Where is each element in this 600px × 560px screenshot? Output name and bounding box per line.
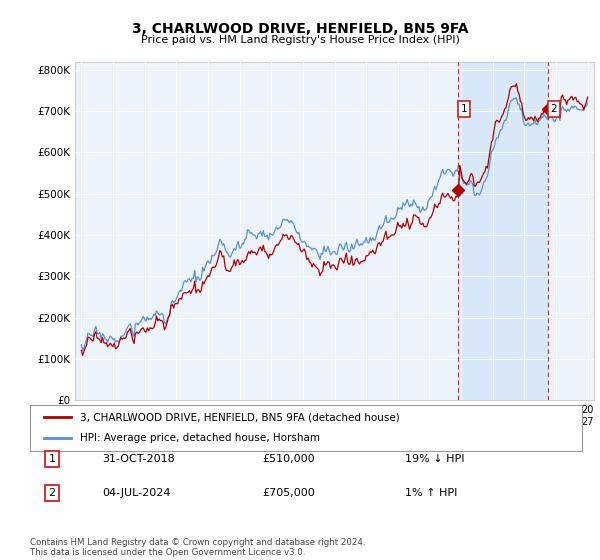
Text: 2: 2 (550, 104, 557, 114)
Text: 1: 1 (49, 454, 56, 464)
Text: 2: 2 (49, 488, 56, 498)
Text: HPI: Average price, detached house, Horsham: HPI: Average price, detached house, Hors… (80, 433, 320, 444)
Text: £705,000: £705,000 (262, 488, 314, 498)
Text: 31-OCT-2018: 31-OCT-2018 (102, 454, 175, 464)
Text: 1: 1 (461, 104, 467, 114)
Text: 1% ↑ HPI: 1% ↑ HPI (406, 488, 458, 498)
Bar (458, 62, 548, 400)
Text: £510,000: £510,000 (262, 454, 314, 464)
Text: 04-JUL-2024: 04-JUL-2024 (102, 488, 170, 498)
Text: Price paid vs. HM Land Registry's House Price Index (HPI): Price paid vs. HM Land Registry's House … (140, 35, 460, 45)
Text: 19% ↓ HPI: 19% ↓ HPI (406, 454, 465, 464)
Text: Contains HM Land Registry data © Crown copyright and database right 2024.
This d: Contains HM Land Registry data © Crown c… (30, 538, 365, 557)
Text: 3, CHARLWOOD DRIVE, HENFIELD, BN5 9FA (detached house): 3, CHARLWOOD DRIVE, HENFIELD, BN5 9FA (d… (80, 412, 400, 422)
Text: 3, CHARLWOOD DRIVE, HENFIELD, BN5 9FA: 3, CHARLWOOD DRIVE, HENFIELD, BN5 9FA (132, 22, 468, 36)
